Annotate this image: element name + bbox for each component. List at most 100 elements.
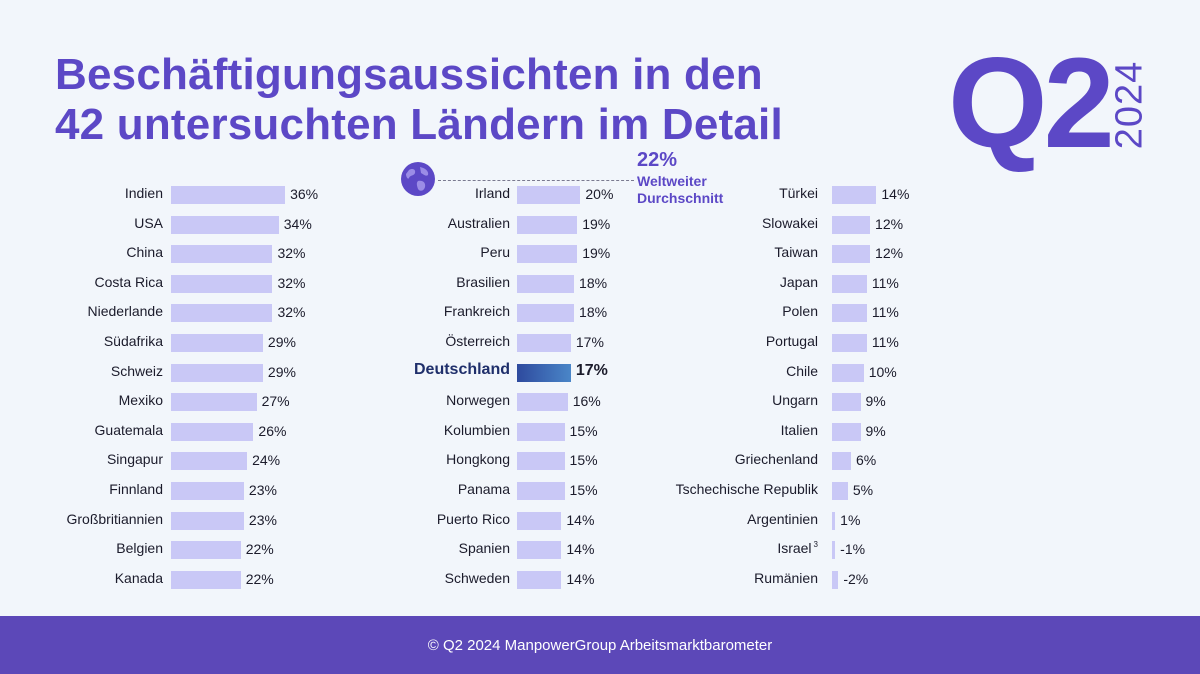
bar bbox=[832, 216, 871, 234]
chart-row-israel: Israel 3 -1% bbox=[0, 535, 1200, 565]
data-label: 15% bbox=[569, 423, 598, 439]
category-label: Niederlande bbox=[87, 303, 164, 319]
bar bbox=[832, 275, 867, 293]
chart-row-argentinien: Argentinien 1% bbox=[0, 506, 1200, 536]
chart-row-tschechische-republik: Tschechische Republik 5% bbox=[0, 476, 1200, 506]
chart-row-taiwan: Taiwan 12% bbox=[0, 239, 1200, 269]
globe-icon bbox=[401, 162, 435, 196]
title-line-2: 42 untersuchten Ländern im Detail bbox=[55, 100, 783, 149]
chart-row-indien: Indien 36% bbox=[0, 180, 1200, 210]
bar bbox=[171, 304, 273, 322]
bar bbox=[171, 452, 248, 470]
bar bbox=[171, 541, 241, 559]
category-label: Australien bbox=[447, 215, 510, 231]
data-label: 14% bbox=[566, 541, 595, 557]
average-label-line-2: Durchschnitt bbox=[637, 190, 724, 206]
bar bbox=[517, 364, 571, 382]
chart-row-italien: Italien 9% bbox=[0, 417, 1200, 447]
bar bbox=[517, 541, 562, 559]
bar bbox=[517, 393, 568, 411]
data-label: 27% bbox=[261, 393, 290, 409]
chart-row-irland: Irland 20% bbox=[0, 180, 1200, 210]
data-label: 14% bbox=[881, 186, 910, 202]
bar bbox=[171, 275, 273, 293]
data-label: 16% bbox=[572, 393, 601, 409]
bar bbox=[832, 452, 852, 470]
data-label: 26% bbox=[258, 423, 287, 439]
chart-row-mexiko: Mexiko 27% bbox=[0, 387, 1200, 417]
bar bbox=[517, 245, 578, 263]
average-label-line-1: Weltweiter bbox=[637, 173, 707, 189]
bar bbox=[171, 364, 263, 382]
bar bbox=[517, 512, 562, 530]
category-label: Mexiko bbox=[118, 392, 163, 408]
bar bbox=[171, 393, 257, 411]
category-label: Argentinien bbox=[747, 511, 818, 527]
page-title: Beschäftigungsaussichten in den 42 unter… bbox=[55, 50, 783, 150]
chart-row-china: China 32% bbox=[0, 239, 1200, 269]
data-label: 32% bbox=[277, 304, 306, 320]
bar bbox=[832, 571, 839, 589]
chart-row-rumänien: Rumänien -2% bbox=[0, 565, 1200, 595]
category-label: Guatemala bbox=[94, 422, 163, 438]
chart-row-schweiz: Schweiz 29% bbox=[0, 358, 1200, 388]
footer-text: © Q2 2024 ManpowerGroup Arbeitsmarktbaro… bbox=[427, 636, 773, 654]
year-mark: 2024 bbox=[1108, 60, 1151, 150]
category-label: USA bbox=[134, 215, 163, 231]
data-label: 1% bbox=[840, 512, 861, 528]
bar bbox=[517, 186, 581, 204]
data-label: 15% bbox=[569, 452, 598, 468]
bar bbox=[171, 334, 263, 352]
bar bbox=[832, 334, 867, 352]
data-label: 18% bbox=[579, 304, 608, 320]
bar bbox=[517, 275, 575, 293]
chart-row-ungarn: Ungarn 9% bbox=[0, 387, 1200, 417]
bar bbox=[832, 512, 836, 530]
data-label: 23% bbox=[248, 512, 277, 528]
chart-row-japan: Japan 11% bbox=[0, 269, 1200, 299]
category-label: Ungarn bbox=[772, 392, 818, 408]
chart-row-guatemala: Guatemala 26% bbox=[0, 417, 1200, 447]
bar bbox=[171, 423, 254, 441]
average-label: Weltweiter Durchschnitt bbox=[637, 173, 723, 207]
category-label: Italien bbox=[780, 422, 818, 438]
chart-row-griechenland: Griechenland 6% bbox=[0, 446, 1200, 476]
data-label: 34% bbox=[283, 216, 312, 232]
chart-row-portugal: Portugal 11% bbox=[0, 328, 1200, 358]
chart-row-chile: Chile 10% bbox=[0, 358, 1200, 388]
category-label: Taiwan bbox=[774, 244, 818, 260]
bar bbox=[832, 482, 848, 500]
chart-row-singapur: Singapur 24% bbox=[0, 446, 1200, 476]
data-label: 17% bbox=[575, 334, 604, 350]
data-label: 24% bbox=[252, 452, 281, 468]
data-label: 22% bbox=[245, 541, 274, 557]
category-label: Finnland bbox=[109, 481, 163, 497]
bar bbox=[517, 423, 565, 441]
chart-row-großbritiannien: Großbritiannien 23% bbox=[0, 506, 1200, 536]
chart-row-norwegen: Norwegen 16% bbox=[0, 387, 1200, 417]
chart-row-belgien: Belgien 22% bbox=[0, 535, 1200, 565]
chart-row-slowakei: Slowakei 12% bbox=[0, 210, 1200, 240]
category-label: Singapur bbox=[106, 451, 163, 467]
chart-row-costa-rica: Costa Rica 32% bbox=[0, 269, 1200, 299]
chart-row-hongkong: Hongkong 15% bbox=[0, 446, 1200, 476]
category-label: Hongkong bbox=[446, 451, 510, 467]
bar bbox=[171, 512, 244, 530]
bar bbox=[832, 364, 864, 382]
average-value: 22% bbox=[637, 149, 678, 171]
bar bbox=[171, 216, 279, 234]
data-label: 22% bbox=[245, 571, 274, 587]
chart-row-deutschland: Deutschland 17% bbox=[0, 358, 1200, 388]
data-label: 9% bbox=[865, 393, 886, 409]
chart-row-südafrika: Südafrika 29% bbox=[0, 328, 1200, 358]
quarter-mark: Q2 bbox=[948, 32, 1115, 175]
category-label: Irland bbox=[474, 185, 510, 201]
bar bbox=[171, 482, 244, 500]
category-label: Kolumbien bbox=[443, 422, 510, 438]
bar bbox=[832, 304, 867, 322]
category-label: Rumänien bbox=[754, 570, 818, 586]
data-label: -1% bbox=[840, 541, 866, 557]
bar bbox=[171, 245, 273, 263]
bar bbox=[171, 571, 241, 589]
category-label: Peru bbox=[480, 244, 510, 260]
